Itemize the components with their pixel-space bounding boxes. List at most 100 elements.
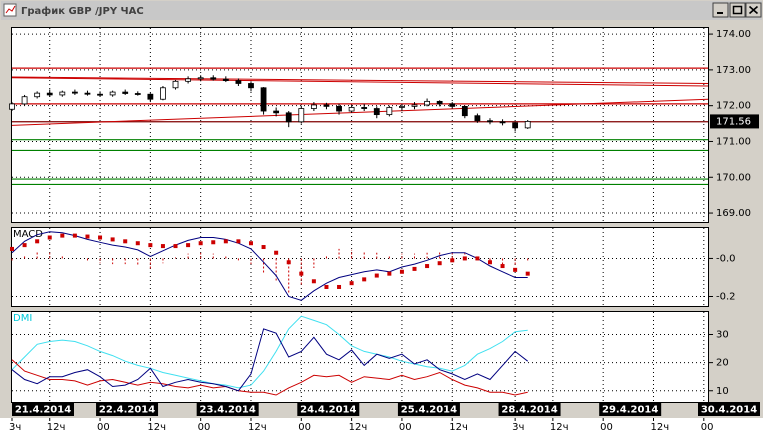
signal-marker — [525, 271, 530, 276]
candle-body — [399, 105, 405, 108]
maximize-glyph — [732, 5, 743, 15]
signal-marker — [98, 235, 103, 240]
candle-body — [9, 103, 15, 110]
y-tick-label: -0.2 — [716, 291, 736, 302]
candle-body — [160, 87, 166, 100]
candle-body — [248, 83, 254, 89]
candle-body — [336, 105, 342, 112]
date-label-box — [698, 402, 760, 416]
signal-marker — [487, 260, 492, 265]
signal-marker — [425, 264, 430, 269]
y-tick-label: 20 — [716, 358, 729, 369]
signal-marker — [10, 246, 14, 251]
date-label: 24.4.2014 — [300, 405, 356, 416]
signal-marker — [60, 233, 65, 238]
candle-body — [487, 120, 493, 123]
candle-body — [147, 93, 154, 100]
x-tick-label: 00 — [198, 422, 211, 433]
candle-body — [461, 105, 468, 117]
candle-body — [411, 104, 418, 107]
y-tick-label: 10 — [716, 386, 729, 397]
signal-marker — [186, 243, 191, 248]
minimize-button[interactable] — [712, 2, 729, 18]
date-label: 25.4.2014 — [401, 405, 457, 416]
candle-body — [84, 92, 91, 95]
candle-body — [34, 92, 41, 98]
trend-line — [11, 77, 709, 87]
candle-body — [273, 110, 280, 114]
candle-body — [122, 91, 129, 94]
series-line — [11, 359, 528, 396]
date-label: 23.4.2014 — [200, 405, 256, 416]
x-tick-label: 12ч — [248, 422, 267, 433]
signal-marker — [349, 281, 354, 286]
signal-marker — [248, 241, 253, 246]
signal-marker — [374, 273, 379, 278]
signal-marker — [261, 245, 266, 250]
signal-marker — [148, 243, 153, 248]
candle-body — [134, 93, 141, 95]
candle-body — [449, 103, 456, 107]
y-tick-label: 170.00 — [716, 172, 751, 183]
signal-marker — [412, 266, 417, 271]
candle-body — [361, 107, 368, 109]
signal-marker — [513, 267, 518, 272]
date-label-box — [12, 402, 74, 416]
signal-marker — [236, 239, 241, 244]
trend-line — [11, 76, 709, 84]
last-price-box — [710, 114, 759, 129]
x-tick-label: 3ч — [512, 422, 524, 433]
signal-marker — [462, 256, 467, 261]
signal-marker — [110, 237, 115, 242]
signal-marker — [223, 239, 228, 244]
y-tick-label: 172.00 — [716, 101, 751, 112]
signal-marker — [475, 256, 480, 261]
candle-body — [109, 91, 116, 96]
date-label: 29.4.2014 — [602, 405, 658, 416]
candle-body — [524, 121, 531, 129]
candle-body — [424, 100, 430, 106]
candle-body — [436, 100, 443, 105]
candle-body — [46, 92, 53, 96]
date-label-box — [196, 402, 259, 416]
candle-body — [298, 108, 305, 123]
date-label-box — [599, 402, 662, 416]
candle-body — [222, 78, 229, 82]
y-tick-label: 173.00 — [716, 65, 751, 76]
title-bar — [1, 1, 762, 20]
x-tick-label: 12ч — [349, 422, 368, 433]
last-price-label: 171.56 — [716, 116, 751, 127]
y-tick-label: 169.00 — [716, 208, 751, 219]
signal-marker — [324, 284, 329, 289]
signal-marker — [85, 234, 90, 239]
candle-body — [285, 112, 292, 123]
date-label: 28.4.2014 — [501, 405, 557, 416]
dmi-panel — [11, 311, 709, 403]
candle-body — [323, 104, 330, 107]
window-icon-glyph — [5, 5, 16, 14]
date-label: 30.4.2014 — [701, 405, 757, 416]
date-label-box — [297, 402, 360, 416]
candle-body — [310, 104, 317, 109]
panel-title: DMI — [13, 313, 32, 324]
candle-body — [348, 107, 355, 112]
x-tick-label: 12ч — [147, 422, 166, 433]
signal-marker — [72, 233, 77, 238]
candle-body — [499, 121, 506, 124]
x-tick-label: 00 — [600, 422, 613, 433]
signal-marker — [135, 241, 140, 246]
signal-marker — [311, 279, 316, 284]
close-glyph — [748, 5, 759, 15]
signal-marker — [337, 284, 342, 289]
window-title: График GBP /JPY ЧАС — [21, 5, 144, 17]
macd-panel — [11, 227, 709, 307]
signal-marker — [286, 260, 291, 265]
candle-body — [172, 80, 179, 89]
candle-body — [71, 91, 78, 94]
price-panel — [11, 27, 709, 223]
series-line — [11, 328, 529, 392]
signal-marker — [47, 235, 52, 240]
signal-marker — [160, 244, 165, 249]
signal-marker — [173, 244, 178, 249]
maximize-button[interactable] — [729, 2, 746, 18]
